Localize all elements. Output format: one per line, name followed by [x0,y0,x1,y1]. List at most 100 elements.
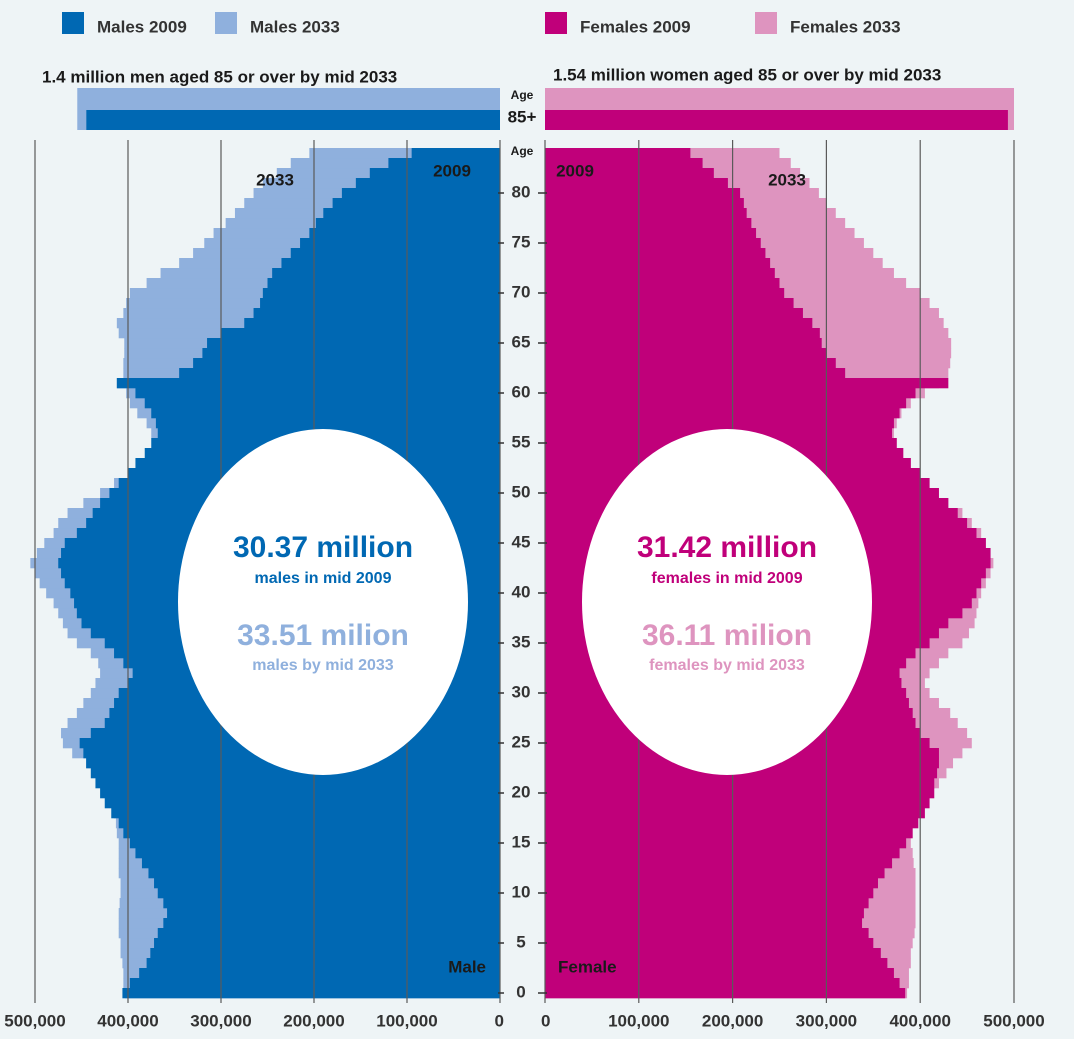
bar [545,278,780,289]
y-tick-label: 45 [512,532,531,551]
x-tick-label: 400,000 [889,1011,950,1030]
bar [341,188,500,199]
bar [545,908,864,919]
inset-label: 85+ [508,107,537,126]
bar [545,338,822,349]
bar [545,298,794,309]
bar [545,828,913,839]
bar [545,918,863,929]
bar [100,788,500,799]
x-tick-label: 200,000 [283,1011,344,1030]
bar [157,928,500,939]
bar [545,178,728,189]
legend-swatch [215,12,237,34]
x-tick-label: 0 [541,1011,550,1030]
legend-label: Males 2033 [250,17,340,36]
bar [545,308,803,319]
legend-swatch [545,12,567,34]
x-tick-label: 300,000 [190,1011,251,1030]
bar [129,838,501,849]
bar [545,868,885,879]
bar [545,948,881,959]
x-tick-label: 0 [495,1011,504,1030]
y-tick-label: 60 [512,382,531,401]
bar [281,258,500,269]
bar [355,178,500,189]
bar [545,388,916,399]
y-tick-label: 25 [512,732,531,751]
bar [545,878,878,889]
bar [129,978,501,989]
bar [545,398,907,409]
y-tick-label: 5 [516,932,525,951]
bar [545,978,900,989]
bar [545,348,827,359]
summary-text: females in mid 2009 [651,570,802,587]
bar [545,148,691,159]
bar [545,208,747,219]
bar [545,358,836,369]
bar [545,838,907,849]
bar [545,788,935,799]
bar [163,918,500,929]
bar [154,938,501,949]
bar [207,338,501,349]
bar [154,878,501,889]
summary-total: 36.11 milion [642,619,812,652]
summary-total: 30.37 million [233,531,413,564]
bar [545,818,919,829]
bar [122,988,501,999]
bar [272,268,500,279]
summary-total: 31.42 million [637,531,817,564]
bar [135,848,500,859]
bar [545,228,757,239]
bar [323,208,500,219]
annotation: 2009 [556,161,594,180]
bar [104,798,500,809]
y-tick-label: 0 [516,982,525,1001]
bar [163,898,500,909]
bar [545,898,869,909]
bar [545,408,900,419]
bar [179,368,500,379]
bar [545,318,813,329]
bar [290,248,500,259]
bar [309,228,500,239]
bar [545,238,761,249]
bar [411,148,500,159]
bar [545,218,752,229]
y-tick-label: 50 [512,482,531,501]
bar [90,768,501,779]
summary-total: 33.51 milion [237,619,409,652]
inset-bar [545,110,1008,130]
bar [155,418,500,429]
bar [262,288,500,299]
y-tick-label: 55 [512,432,531,451]
bar [545,198,744,209]
bar [315,218,500,229]
y-tick-label: 10 [512,882,531,901]
bar [545,778,935,789]
bar [193,358,500,369]
inset-bar [86,110,500,130]
annotation: 2009 [433,161,471,180]
x-tick-label: 300,000 [796,1011,857,1030]
legend-label: Females 2033 [790,17,901,36]
bar [545,188,741,199]
x-tick-label: 100,000 [376,1011,437,1030]
bar [545,798,930,809]
bar [545,418,894,429]
summary-text: males in mid 2009 [255,570,392,587]
bar [545,248,766,259]
bar [139,968,500,979]
bar [221,328,500,339]
y-tick-label: 20 [512,782,531,801]
legend-swatch [62,12,84,34]
x-tick-label: 500,000 [4,1011,65,1030]
y-tick-label: 80 [512,182,531,201]
annotation: 2033 [256,170,294,189]
x-tick-label: 100,000 [608,1011,669,1030]
bar [545,368,846,379]
legend-swatch [755,12,777,34]
bar [545,958,888,969]
